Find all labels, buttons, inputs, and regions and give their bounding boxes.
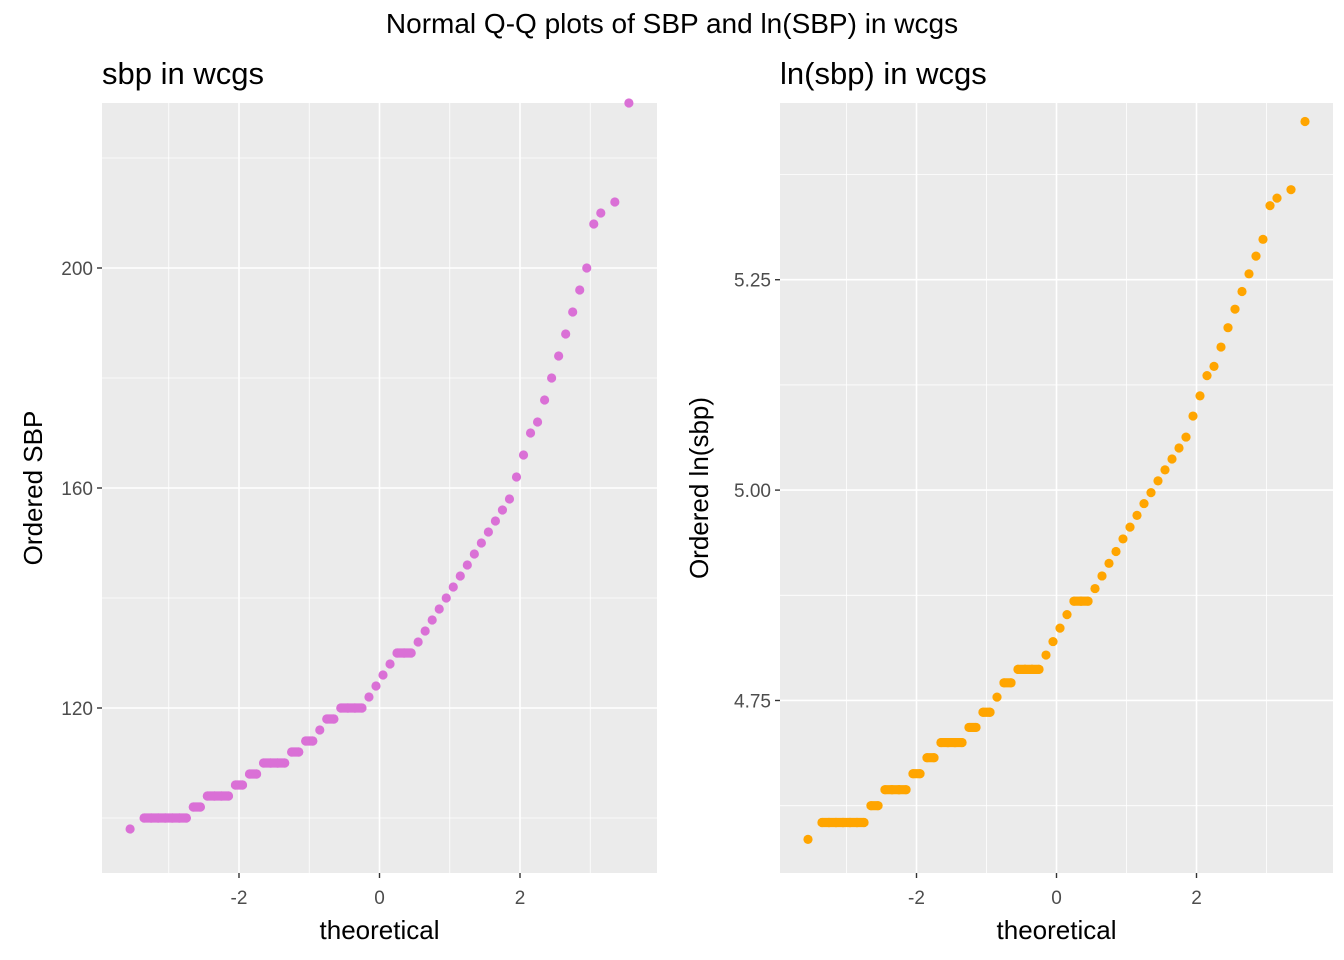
data-point bbox=[568, 307, 578, 317]
data-point bbox=[378, 670, 388, 680]
data-point bbox=[1251, 251, 1261, 261]
data-point bbox=[1237, 286, 1247, 297]
data-point bbox=[469, 549, 479, 559]
data-point bbox=[1181, 432, 1191, 442]
data-point bbox=[596, 208, 606, 218]
data-point bbox=[532, 417, 543, 427]
data-point bbox=[1132, 510, 1142, 520]
data-point bbox=[1062, 610, 1072, 620]
data-point bbox=[1300, 116, 1310, 127]
data-point bbox=[582, 263, 592, 273]
data-point bbox=[497, 505, 508, 515]
data-point bbox=[1160, 465, 1170, 475]
data-point bbox=[803, 834, 813, 844]
data-point bbox=[575, 285, 585, 295]
data-point bbox=[610, 197, 620, 207]
y-tick-label: 160 bbox=[61, 479, 93, 500]
data-point bbox=[1104, 558, 1114, 568]
data-point bbox=[589, 219, 599, 229]
data-point bbox=[1258, 234, 1268, 244]
x-tick-label: 2 bbox=[1191, 888, 1202, 909]
data-point bbox=[125, 824, 135, 834]
data-point bbox=[420, 626, 430, 636]
data-point bbox=[1118, 534, 1128, 544]
data-point bbox=[525, 428, 536, 438]
y-axis-title: Ordered SBP bbox=[18, 411, 48, 566]
data-point bbox=[1041, 650, 1051, 660]
x-tick-label: -2 bbox=[908, 888, 925, 909]
right-plot: ln(sbp) in wcgs -2 0 2 4.75 5.00 5.25 theoretic… bbox=[684, 56, 1333, 945]
x-tick-label: 0 bbox=[374, 888, 385, 909]
data-point bbox=[434, 604, 444, 614]
left-plot: sbp in wcgs -2 0 2 120 160 200 theoretical Order… bbox=[18, 56, 657, 945]
data-point bbox=[371, 681, 381, 691]
data-point bbox=[364, 692, 374, 702]
data-point bbox=[1146, 488, 1156, 498]
data-point bbox=[561, 329, 571, 339]
data-point bbox=[554, 351, 564, 361]
data-point bbox=[1230, 304, 1240, 314]
data-point bbox=[1272, 193, 1282, 203]
y-tick-label: 5.25 bbox=[734, 271, 771, 292]
data-point bbox=[1223, 323, 1233, 333]
data-point bbox=[547, 373, 557, 383]
data-point bbox=[1125, 522, 1135, 532]
data-point bbox=[476, 538, 486, 548]
data-point bbox=[1111, 546, 1121, 557]
plot-title: ln(sbp) in wcgs bbox=[780, 56, 987, 91]
y-tick-label: 120 bbox=[61, 699, 93, 720]
data-point bbox=[1090, 583, 1100, 594]
data-point bbox=[441, 593, 451, 603]
data-point bbox=[413, 637, 423, 647]
data-point bbox=[1139, 498, 1149, 509]
data-point bbox=[1188, 411, 1198, 421]
data-point bbox=[448, 582, 458, 592]
x-tick-label: 0 bbox=[1051, 888, 1062, 909]
x-axis-title: theoretical bbox=[997, 915, 1117, 945]
data-point bbox=[1153, 476, 1163, 486]
data-point bbox=[1195, 391, 1205, 401]
data-point bbox=[1202, 371, 1212, 381]
data-point bbox=[624, 98, 634, 108]
data-point bbox=[455, 571, 465, 581]
data-point bbox=[539, 395, 550, 405]
data-point bbox=[511, 472, 522, 482]
data-point bbox=[518, 450, 529, 460]
data-point bbox=[1244, 269, 1254, 279]
data-point bbox=[483, 527, 493, 537]
data-point bbox=[427, 615, 437, 625]
data-point bbox=[1174, 443, 1184, 453]
data-point bbox=[1209, 361, 1219, 371]
y-axis-title: Ordered ln(sbp) bbox=[684, 397, 714, 579]
data-point bbox=[490, 516, 501, 526]
data-point bbox=[1167, 454, 1177, 464]
plot-title: sbp in wcgs bbox=[102, 56, 264, 91]
data-point bbox=[1055, 623, 1065, 633]
data-point bbox=[462, 560, 472, 570]
y-tick-label: 5.00 bbox=[734, 481, 771, 502]
data-point bbox=[1286, 185, 1296, 195]
data-point bbox=[385, 659, 395, 669]
x-tick-label: 2 bbox=[515, 888, 526, 909]
data-point bbox=[1048, 636, 1058, 647]
y-tick-label: 4.75 bbox=[734, 691, 771, 712]
data-point bbox=[315, 725, 325, 735]
x-tick-label: -2 bbox=[231, 888, 248, 909]
data-point bbox=[992, 692, 1002, 702]
y-tick-label: 200 bbox=[61, 259, 93, 280]
figure-title: Normal Q-Q plots of SBP and ln(SBP) in w… bbox=[386, 8, 958, 39]
data-point bbox=[504, 494, 515, 504]
data-point bbox=[1216, 342, 1226, 352]
data-point bbox=[1265, 201, 1275, 211]
x-axis-title: theoretical bbox=[320, 915, 440, 945]
data-point bbox=[1097, 571, 1107, 581]
